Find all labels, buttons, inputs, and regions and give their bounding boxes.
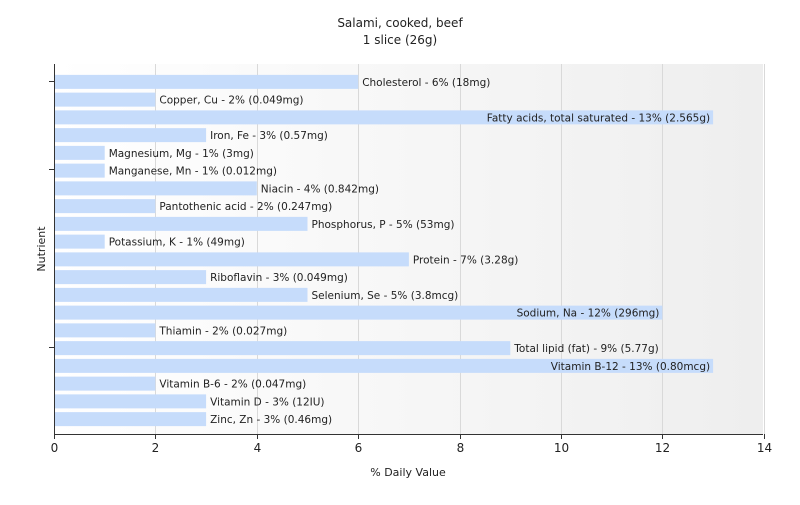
bar-label: Cholesterol - 6% (18mg): [362, 77, 490, 89]
chart-subtitle: 1 slice (26g): [363, 33, 437, 47]
bar: [54, 305, 663, 320]
bar-label: Magnesium, Mg - 1% (3mg): [109, 148, 254, 160]
bar: [54, 145, 105, 160]
bar-label: Niacin - 4% (0.842mg): [261, 183, 379, 195]
chart-title: Salami, cooked, beef: [337, 16, 463, 30]
bar-label: Copper, Cu - 2% (0.049mg): [159, 95, 303, 107]
x-tick-label: 6: [355, 441, 363, 455]
bars: [54, 74, 714, 427]
x-tick-label: 0: [51, 441, 59, 455]
bar: [54, 323, 156, 338]
x-tick-label: 2: [152, 441, 160, 455]
bar-label: Thiamin - 2% (0.027mg): [158, 325, 287, 337]
x-tick-label: 14: [757, 441, 772, 455]
bar: [54, 394, 207, 409]
x-tick-label: 4: [254, 441, 262, 455]
bar-labels: Cholesterol - 6% (18mg) Copper, Cu - 2% (…: [109, 77, 710, 426]
bar: [54, 270, 207, 285]
bar-label: Protein - 7% (3.28g): [413, 254, 519, 266]
bar-label: Vitamin B-6 - 2% (0.047mg): [159, 379, 306, 391]
bar-label: Vitamin D - 3% (12IU): [210, 396, 324, 408]
bar-label: Pantothenic acid - 2% (0.247mg): [159, 201, 332, 213]
bar-label: Sodium, Na - 12% (296mg): [517, 308, 660, 320]
bar: [54, 92, 156, 107]
x-axis-title: % Daily Value: [370, 466, 446, 479]
bar-label: Vitamin B-12 - 13% (0.80mcg): [551, 361, 710, 373]
bar: [54, 216, 308, 231]
bar: [54, 234, 105, 249]
bar-label: Riboflavin - 3% (0.049mg): [210, 272, 348, 284]
axes: 0 2 4 6 8 10 12 14: [49, 64, 772, 455]
bar-label: Selenium, Se - 5% (3.8mcg): [312, 290, 459, 302]
bar: [54, 287, 308, 302]
bar-label: Potassium, K - 1% (49mg): [109, 237, 245, 249]
bar: [54, 163, 105, 178]
bar-label: Manganese, Mn - 1% (0.012mg): [109, 166, 277, 178]
bar: [54, 252, 409, 267]
bar: [54, 128, 207, 143]
y-axis-title: Nutrient: [35, 226, 48, 272]
x-tick-label: 10: [554, 441, 569, 455]
bar: [54, 376, 156, 391]
bar-label: Phosphorus, P - 5% (53mg): [312, 219, 455, 231]
bar: [54, 341, 511, 356]
bar-label: Zinc, Zn - 3% (0.46mg): [210, 414, 332, 426]
bar: [54, 199, 156, 214]
x-tick-label: 12: [655, 441, 670, 455]
bar: [54, 358, 714, 373]
bar: [54, 110, 714, 125]
bar: [54, 181, 257, 196]
bar-label: Fatty acids, total saturated - 13% (2.56…: [487, 112, 710, 124]
x-tick-label: 8: [457, 441, 465, 455]
bar-label: Iron, Fe - 3% (0.57mg): [210, 130, 328, 142]
bar-label: Total lipid (fat) - 9% (5.77g): [513, 343, 658, 355]
bar: [54, 412, 207, 427]
bar: [54, 74, 359, 89]
